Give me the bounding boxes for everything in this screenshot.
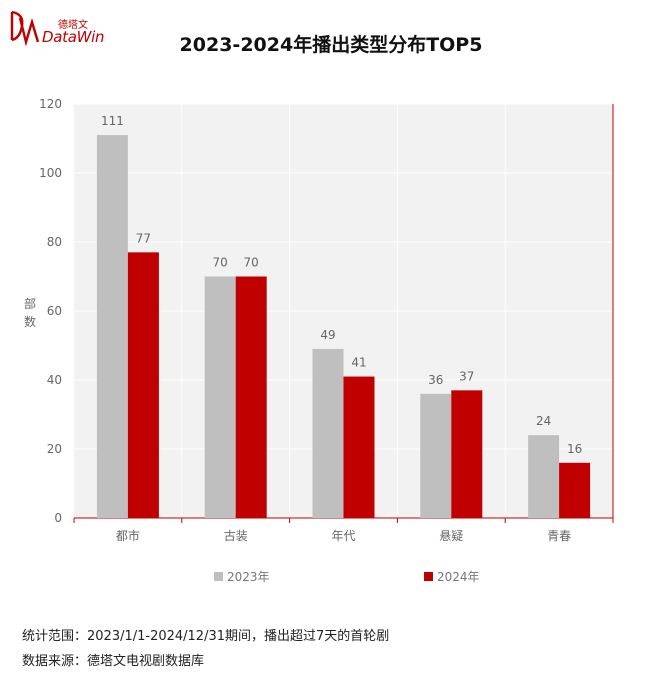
logo-text-en: DataWin: [42, 28, 105, 46]
bar-2024-2: [235, 276, 267, 518]
datawin-logo: 德塔文 DataWin: [8, 8, 108, 48]
bar-2024-3: [343, 376, 375, 518]
x-tick-label: 都市: [116, 528, 140, 543]
data-label-2024: 70: [244, 256, 259, 270]
x-tick-label: 古装: [224, 528, 248, 543]
datawin-logo-mark: [10, 10, 40, 46]
note-source: 数据来源：德塔文电视剧数据库: [22, 654, 205, 669]
note-scope: 统计范围：2023/1/1-2024/12/31期间，播出超过7天的首轮剧: [22, 629, 390, 644]
y-tick-label: 80: [47, 235, 62, 249]
y-tick-label: 120: [39, 97, 62, 111]
data-label-2023: 24: [536, 414, 551, 428]
bar-2023-5: [528, 435, 560, 518]
data-label-2023: 36: [428, 373, 443, 387]
data-label-2024: 37: [459, 369, 474, 383]
y-tick-label: 40: [47, 373, 62, 387]
bar-2023-3: [312, 348, 344, 518]
chart-title: 2023-2024年播出类型分布TOP5: [179, 34, 483, 56]
x-tick-label: 年代: [331, 529, 355, 543]
legend-item-2024: 2024年: [424, 568, 480, 585]
data-label-2023: 70: [213, 256, 228, 270]
y-tick-label: 0: [54, 511, 62, 525]
bar-2023-1: [96, 135, 128, 519]
y-tick-label: 20: [47, 442, 62, 456]
data-label-2023: 111: [101, 114, 124, 128]
legend-label-2024: 2024年: [437, 570, 480, 584]
y-tick-label: 60: [47, 304, 62, 318]
data-label-2024: 41: [351, 356, 366, 370]
bar-2024-5: [559, 462, 591, 518]
x-tick-label: 悬疑: [439, 528, 463, 543]
legend-swatch-2024: [424, 572, 433, 581]
bar-2023-2: [204, 276, 236, 518]
bar-2024-1: [127, 252, 159, 518]
data-label-2024: 16: [567, 442, 582, 456]
x-tick-label: 青春: [547, 529, 571, 543]
data-label-2023: 49: [320, 328, 335, 342]
bar-2024-4: [451, 390, 483, 518]
legend-item-2023: 2023年: [214, 568, 270, 585]
bar-chart: 0 20 40 60 80 100 120 部数 111 77 都市 70 70 古装 49 41 年代 36 37…: [24, 97, 614, 543]
y-axis-label: 部: [24, 296, 36, 311]
bar-2023-4: [420, 393, 452, 518]
legend-label-2023: 2023年: [227, 570, 270, 584]
y-axis-label: 数: [24, 314, 36, 329]
data-label-2024: 77: [136, 231, 151, 245]
logo-text-cn: 德塔文: [58, 20, 88, 31]
y-tick-label: 100: [39, 166, 62, 180]
legend-swatch-2023: [214, 572, 223, 581]
